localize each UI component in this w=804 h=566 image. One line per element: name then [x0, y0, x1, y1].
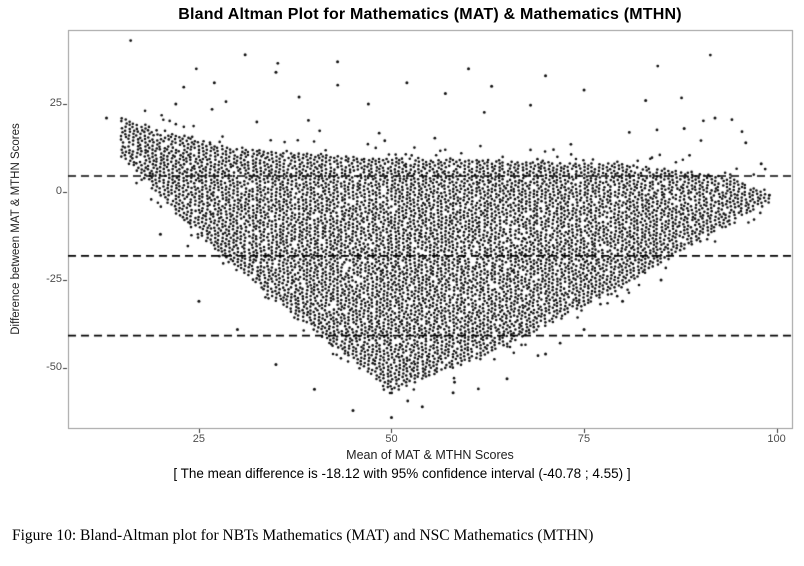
x-tick-label: 25: [192, 433, 206, 445]
mean-difference-note: [ The mean difference is -18.12 with 95%…: [173, 466, 631, 481]
y-tick-label: -25: [46, 273, 62, 286]
y-tick-label: 25: [49, 96, 62, 109]
x-tick-label: 75: [577, 433, 591, 445]
chart-title: Bland Altman Plot for Mathematics (MAT) …: [178, 6, 682, 23]
scatter-plot-canvas: [0, 0, 804, 505]
figure-caption: Figure 10: Bland-Altman plot for NBTs Ma…: [12, 527, 594, 544]
x-tick-label: 50: [385, 433, 398, 445]
x-tick-label: 100: [767, 433, 786, 445]
x-axis-title: Mean of MAT & MTHN Scores: [346, 448, 514, 462]
y-axis-title: Difference between MAT & MTHN Scores: [10, 123, 22, 335]
y-tick-label: -50: [46, 361, 62, 374]
y-tick-label: 0: [55, 185, 62, 198]
